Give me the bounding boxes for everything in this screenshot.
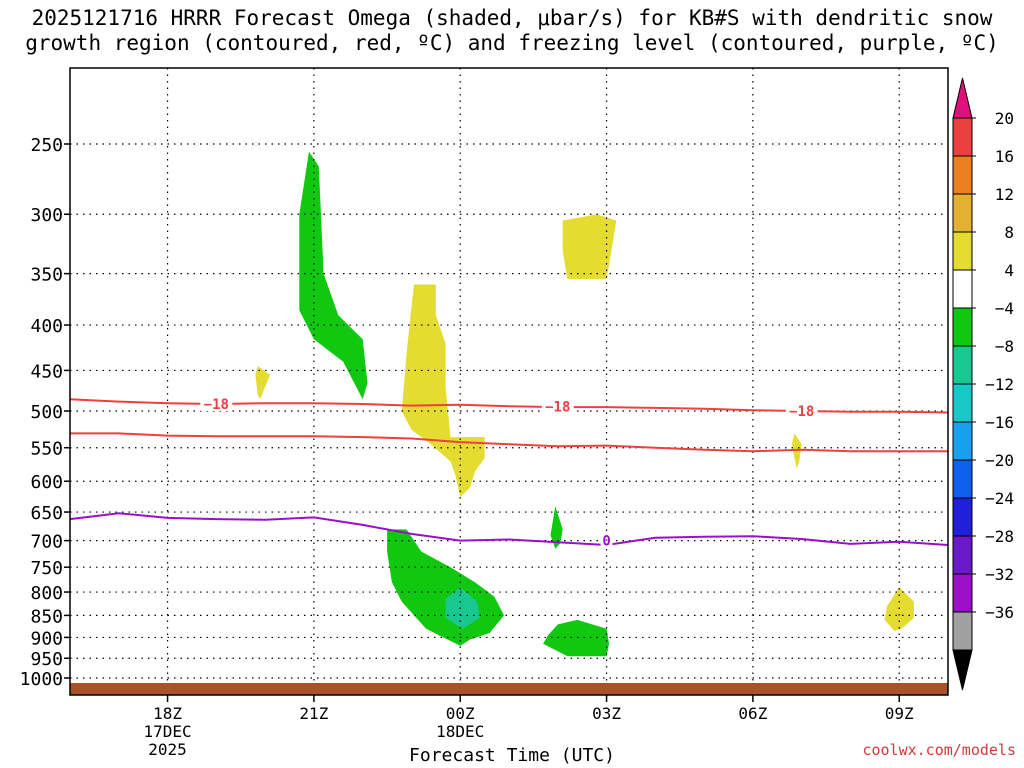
- y-tick-label-950: 950: [30, 649, 63, 670]
- y-tick-label-700: 700: [30, 532, 63, 553]
- colorbar-label-10: −24: [985, 489, 1014, 508]
- colorbar-swatch-1: [952, 611, 973, 651]
- omega-fill-layer: [255, 151, 914, 657]
- colorbar-label-3: 8: [1004, 223, 1014, 242]
- colorbar-swatch-12: [952, 193, 973, 233]
- colorbar-cap-min: [952, 649, 973, 691]
- y-tick-label-250: 250: [30, 135, 63, 156]
- y-tick-label-600: 600: [30, 472, 63, 493]
- y-tick-label-650: 650: [30, 503, 63, 524]
- y-tick-label-850: 850: [30, 606, 63, 627]
- y-tick-label-500: 500: [30, 402, 63, 423]
- colorbar-swatch-10: [952, 269, 973, 309]
- x-tick-label-18: 18Z: [153, 704, 182, 723]
- freezing-label-bg: [600, 533, 613, 548]
- colorbar-label-2: 12: [995, 185, 1014, 204]
- dgz-label-bg-0: [200, 396, 233, 412]
- x-tick-label-30: 06Z: [738, 704, 767, 723]
- dgz-contour-label-0: −18: [204, 397, 229, 413]
- x-tick-label-21: 21Z: [299, 704, 328, 723]
- dgz-contour-label-2: −18: [789, 404, 814, 420]
- dgz-label-bg-2: [785, 403, 818, 418]
- y-axis: 2503003504004505005506006507007508008509…: [20, 135, 70, 690]
- dgz-contour-3: [70, 432, 948, 453]
- colorbar-swatch-11: [952, 231, 973, 271]
- colorbar-label-4: 4: [1004, 261, 1014, 280]
- freezing-contour-label: 0: [602, 534, 610, 550]
- colorbar-label-13: −36: [985, 603, 1014, 622]
- colorbar-swatch-2: [952, 573, 973, 613]
- chart-title: 2025121716 HRRR Forecast Omega (shaded, …: [0, 6, 1024, 56]
- omega-region-green-9: [543, 619, 609, 657]
- colorbar-label-11: −28: [985, 527, 1014, 546]
- colorbar-label-5: −4: [995, 299, 1014, 318]
- colorbar-label-12: −32: [985, 565, 1014, 584]
- ground-surface: [70, 682, 948, 695]
- y-tick-label-450: 450: [30, 361, 63, 382]
- omega-region-green-7: [387, 529, 505, 646]
- colorbar-label-9: −20: [985, 451, 1014, 470]
- omega-region-yellow-3: [562, 214, 617, 280]
- grid-layer: [70, 68, 948, 683]
- colorbar-swatch-4: [952, 497, 973, 537]
- x-tick-date-24: 18DEC: [436, 722, 484, 741]
- colorbar-label-1: 16: [995, 147, 1014, 166]
- colorbar: 20 16 12 8 4 −4 −8 −12 −16 −20 −24 −28 −32 −36: [952, 77, 1014, 691]
- colorbar-label-7: −12: [985, 375, 1014, 394]
- dgz-label-bg-1: [541, 398, 574, 414]
- contour-layer: −18 −18 −18 0: [69, 396, 949, 550]
- colorbar-swatch-6: [952, 421, 973, 461]
- chart-title-line2: growth region (contoured, red, ºC) and f…: [25, 31, 999, 55]
- credit-text: coolwx.com/models: [862, 741, 1016, 759]
- omega-region-teal-8: [445, 587, 480, 629]
- y-tick-label-300: 300: [30, 205, 63, 226]
- y-tick-label-750: 750: [30, 558, 63, 579]
- x-tick-date-18: 17DEC: [143, 722, 191, 741]
- dgz-contour-label-1: −18: [545, 399, 570, 415]
- colorbar-label-6: −8: [995, 337, 1014, 356]
- x-tick-label-33: 09Z: [885, 704, 914, 723]
- colorbar-swatch-7: [952, 383, 973, 423]
- omega-region-yellow-1: [255, 366, 270, 400]
- y-tick-label-1000: 1000: [20, 669, 63, 690]
- x-tick-label-24: 00Z: [446, 704, 475, 723]
- omega-region-green-0: [299, 151, 368, 400]
- colorbar-swatch-9: [952, 307, 973, 347]
- y-tick-label-550: 550: [30, 439, 63, 460]
- colorbar-label-8: −16: [985, 413, 1014, 432]
- omega-region-green-6: [550, 506, 563, 549]
- plot-frame: [69, 67, 949, 696]
- colorbar-swatch-5: [952, 459, 973, 499]
- y-tick-label-350: 350: [30, 265, 63, 286]
- colorbar-swatch-13: [952, 155, 973, 195]
- ground-layer: [70, 682, 948, 695]
- freezing-level-contour: [69, 512, 949, 547]
- omega-region-yellow-5: [884, 587, 914, 631]
- colorbar-swatch-3: [952, 535, 973, 575]
- colorbar-swatch-8: [952, 345, 973, 385]
- y-tick-label-900: 900: [30, 628, 63, 649]
- colorbar-label-0: 20: [995, 109, 1014, 128]
- x-axis-label: Forecast Time (UTC): [409, 745, 615, 766]
- y-tick-label-800: 800: [30, 583, 63, 604]
- y-tick-label-400: 400: [30, 316, 63, 337]
- colorbar-swatch-14: [952, 117, 973, 157]
- colorbar-cap-max: [952, 77, 973, 119]
- omega-region-yellow-2: [401, 284, 485, 497]
- x-tick-label-27: 03Z: [592, 704, 621, 723]
- x-tick-year-18: 2025: [148, 740, 187, 759]
- chart-title-line1: 2025121716 HRRR Forecast Omega (shaded, …: [31, 6, 993, 30]
